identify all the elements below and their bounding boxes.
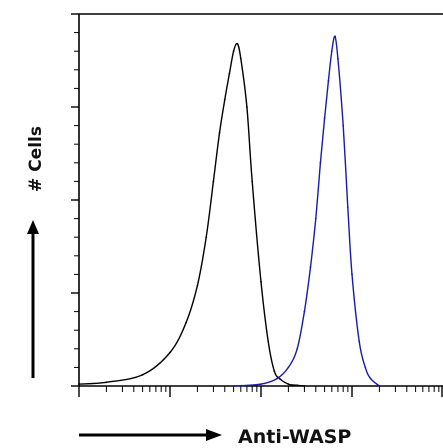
series-layer <box>78 35 381 387</box>
series-2-point <box>334 35 336 38</box>
series-1-point <box>169 351 171 354</box>
series-2-point <box>260 383 262 385</box>
y-axis-ticks <box>71 13 79 387</box>
series-1-point <box>223 98 226 101</box>
series-2-point <box>232 385 235 387</box>
series-1-point <box>232 50 235 53</box>
series-2-point <box>276 377 278 380</box>
series-1-point <box>212 180 215 183</box>
series-1-point <box>303 385 306 387</box>
series-2-point <box>342 124 345 127</box>
x-axis-ticks <box>78 386 443 397</box>
series-1-point <box>141 373 144 376</box>
series-2-point <box>327 80 330 82</box>
y-axis-label: # Cells <box>26 126 46 192</box>
series-2-point <box>369 377 372 380</box>
series-2-point <box>303 310 306 313</box>
series-2-point <box>358 340 361 343</box>
series-1-point <box>196 284 199 287</box>
series-2-point <box>346 206 349 209</box>
series-1-point <box>205 236 208 239</box>
series-2-point <box>323 117 326 120</box>
series-2-point <box>337 57 339 60</box>
series-1-point <box>218 132 221 134</box>
series-1-point <box>267 340 270 343</box>
series-2-point <box>378 385 381 387</box>
series-line-2 <box>233 35 380 387</box>
series-2-point <box>287 366 290 369</box>
series-1-point <box>228 72 231 75</box>
series-1-point <box>296 384 299 387</box>
series-1-point <box>239 57 242 60</box>
series-1-point <box>278 377 281 380</box>
series-1-point <box>287 383 290 385</box>
series-1-point <box>185 321 187 324</box>
series-1-point <box>78 383 80 385</box>
series-2-point <box>314 217 317 220</box>
series-2-point <box>319 161 322 164</box>
series-1-point <box>273 370 276 372</box>
series-2-point <box>351 273 353 276</box>
x-axis-arrowhead <box>206 429 222 441</box>
x-axis-label: Anti-WASP <box>238 426 351 448</box>
y-axis-label-group: # Cells <box>26 126 46 378</box>
series-1-point <box>236 42 239 45</box>
series-1-point <box>251 180 254 183</box>
series-2-point <box>364 366 367 369</box>
series-line-1 <box>78 42 305 387</box>
series-2-point <box>296 347 299 350</box>
plot-frame <box>78 13 443 387</box>
series-2-point <box>309 266 312 268</box>
series-1-point <box>260 280 262 283</box>
series-1-point <box>105 381 108 384</box>
y-axis-arrowhead <box>27 220 39 234</box>
series-1-point <box>246 106 248 108</box>
x-axis-label-group: Anti-WASP <box>79 426 351 448</box>
series-2-point <box>330 50 333 53</box>
